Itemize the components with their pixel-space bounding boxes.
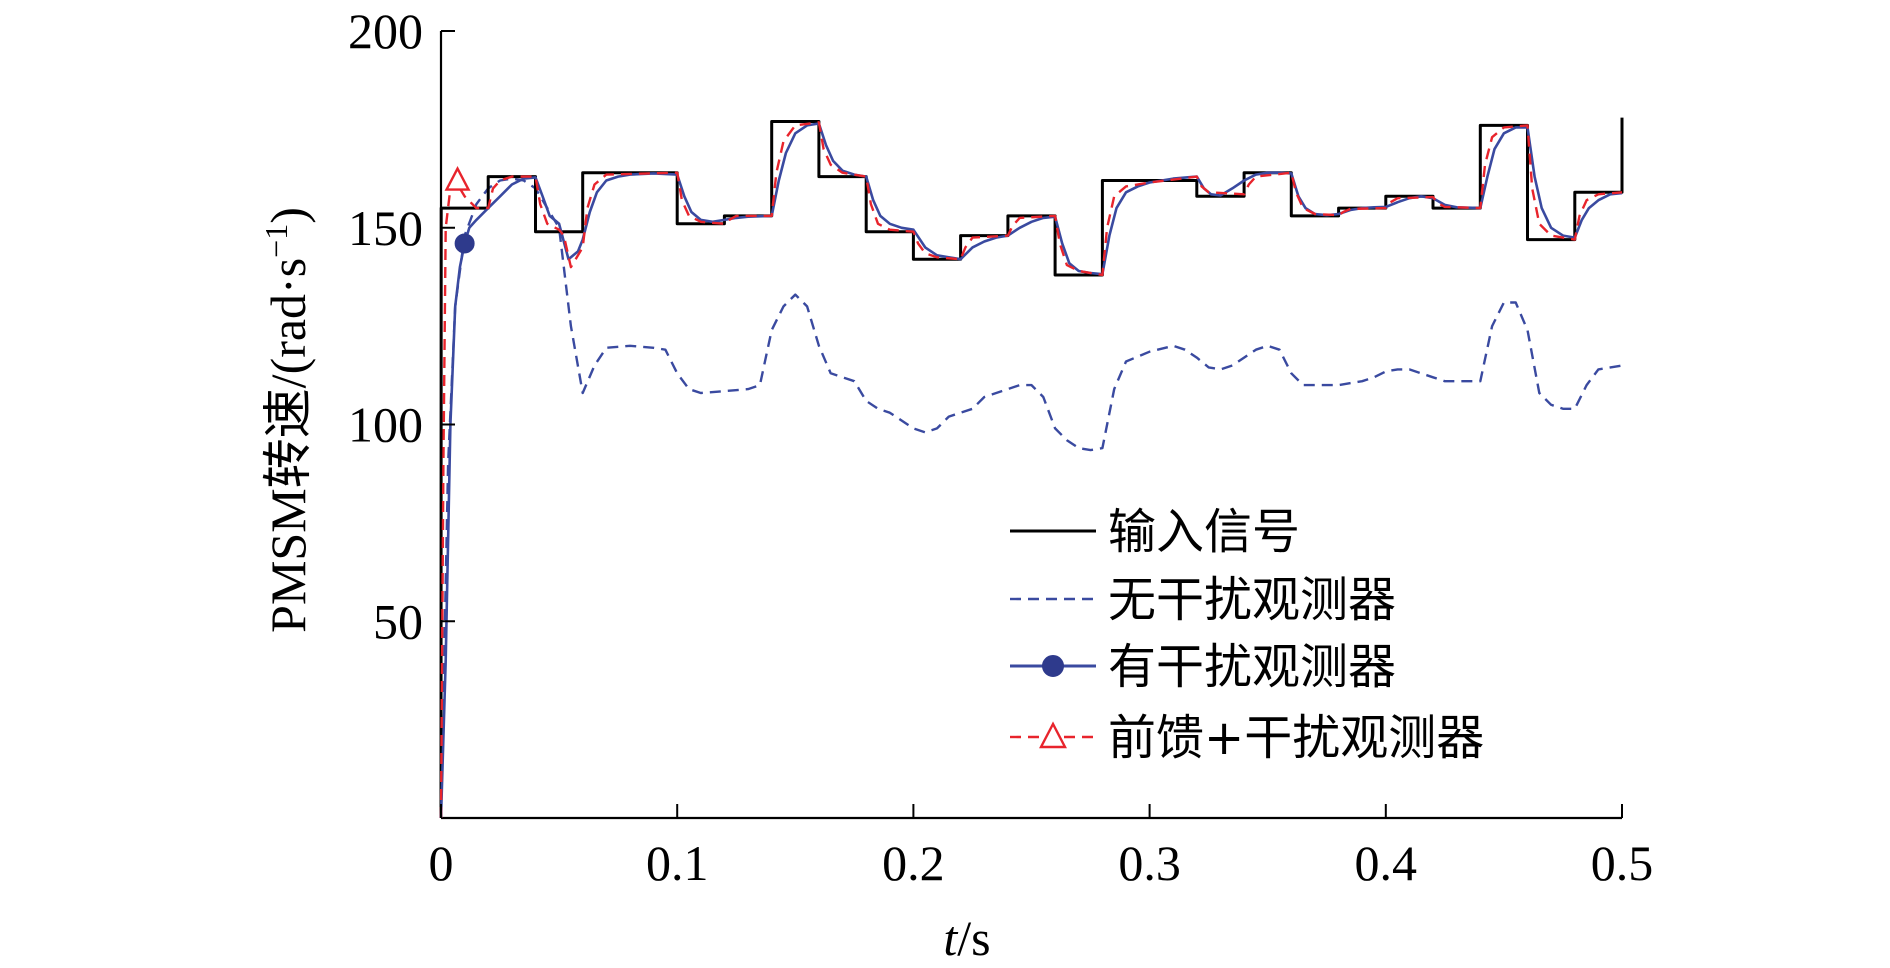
legend-label: 有干扰观测器	[1108, 639, 1396, 695]
y-tick-label: 100	[348, 397, 423, 453]
series-marker-circle	[454, 233, 475, 254]
marker-layer	[444, 165, 475, 254]
y-tick-label: 200	[348, 3, 423, 59]
y-axis-label-close: )	[260, 207, 316, 224]
y-axis-label: PMSM转速/(rad·s−1)	[258, 207, 316, 633]
plot-area	[439, 31, 1622, 820]
series-line	[439, 177, 1623, 819]
tick-layer: 0 0.1 0.2 0.3 0.4 0.5 50 100 150 200	[348, 3, 1653, 891]
legend-label: 前馈+干扰观测器	[1108, 710, 1484, 766]
legend-marker-circle	[1042, 655, 1064, 677]
x-tick-label: 0.5	[1591, 835, 1654, 891]
x-axis-label-var: t	[943, 910, 958, 966]
x-tick-label: 0.4	[1355, 835, 1418, 891]
y-tick-label: 50	[373, 593, 423, 649]
legend-label: 无干扰观测器	[1108, 572, 1396, 628]
series-line	[439, 121, 1623, 819]
series-layer	[439, 117, 1624, 819]
legend-label: 输入信号	[1108, 504, 1300, 560]
y-axis-label-sup: −1	[258, 224, 294, 258]
series-marker-triangle	[444, 165, 471, 191]
legend-marker-triangle	[1039, 721, 1067, 749]
x-axis-label: t/s	[943, 910, 990, 966]
x-tick-label: 0.3	[1118, 835, 1181, 891]
y-axis-label-main: PMSM转速/(rad·s	[260, 258, 316, 633]
x-tick-label: 0	[429, 835, 454, 891]
x-tick-label: 0.1	[646, 835, 709, 891]
x-axis-label-unit: /s	[957, 910, 990, 966]
x-tick-label: 0.2	[882, 835, 945, 891]
y-tick-label: 150	[348, 200, 423, 256]
